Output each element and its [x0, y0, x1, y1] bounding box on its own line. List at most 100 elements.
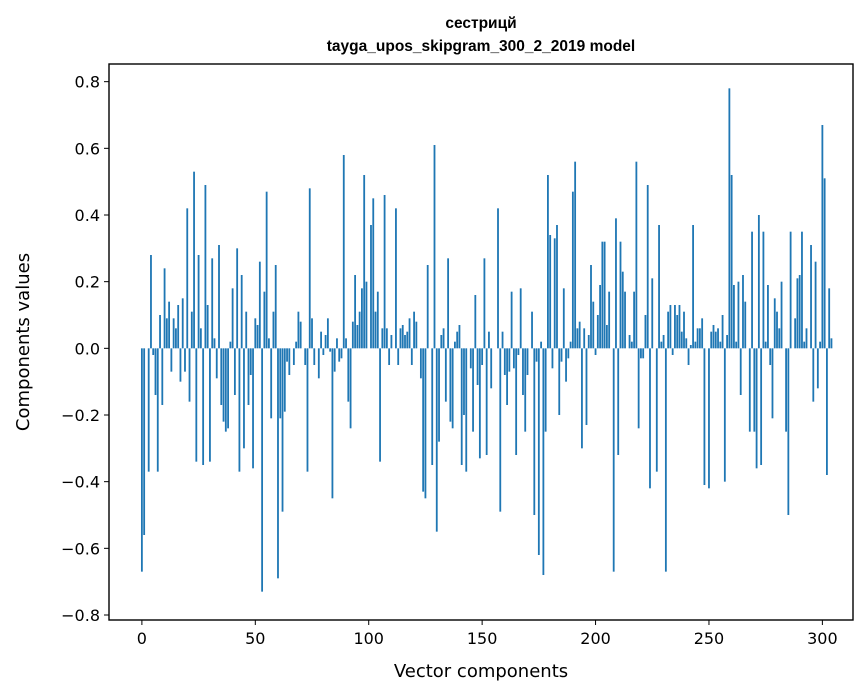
bar-36 — [222, 348, 225, 422]
bar-73 — [306, 348, 309, 472]
bar-204 — [603, 241, 606, 349]
bar-10 — [163, 268, 166, 349]
bar-43 — [238, 348, 241, 472]
bar-194 — [581, 348, 583, 449]
bar-93 — [351, 321, 354, 349]
bar-235 — [674, 305, 676, 349]
bar-39 — [229, 341, 232, 349]
bar-178 — [544, 348, 547, 432]
bar-275 — [764, 341, 767, 349]
y-tick-label: −0.4 — [61, 473, 100, 492]
bar-231 — [664, 348, 667, 572]
bar-32 — [213, 338, 216, 349]
bar-16 — [177, 305, 180, 349]
bar-1 — [143, 348, 146, 535]
bar-269 — [751, 231, 753, 349]
bar-108 — [385, 328, 388, 349]
bar-213 — [624, 291, 626, 349]
bar-187 — [565, 348, 567, 382]
bar-270 — [753, 348, 756, 432]
bar-188 — [567, 348, 570, 359]
bar-200 — [594, 348, 597, 355]
bar-209 — [615, 218, 617, 349]
bar-103 — [374, 311, 377, 349]
bar-86 — [336, 338, 338, 349]
bar-110 — [390, 335, 393, 349]
bar-281 — [778, 328, 781, 349]
bar-210 — [617, 348, 620, 455]
bar-31 — [211, 258, 214, 349]
bar-23 — [193, 171, 195, 349]
bar-99 — [365, 281, 368, 349]
bar-282 — [780, 281, 783, 349]
bar-13 — [170, 348, 173, 372]
bar-256 — [721, 315, 724, 349]
bar-109 — [388, 348, 391, 365]
bar-30 — [209, 348, 211, 462]
bar-107 — [383, 195, 386, 349]
bar-44 — [240, 275, 243, 349]
bar-197 — [587, 335, 590, 349]
bar-265 — [742, 275, 744, 349]
bar-205 — [605, 325, 608, 349]
bar-273 — [760, 348, 763, 465]
bar-227 — [655, 348, 658, 472]
bar-230 — [662, 335, 665, 349]
bar-148 — [476, 348, 479, 385]
bar-60 — [277, 348, 279, 579]
bar-179 — [547, 175, 549, 349]
bar-92 — [349, 348, 352, 429]
bar-221 — [642, 348, 645, 359]
bar-236 — [676, 315, 679, 349]
bar-130 — [435, 348, 438, 532]
bar-172 — [531, 311, 533, 349]
bar-147 — [474, 295, 477, 349]
bar-106 — [381, 328, 384, 349]
bar-253 — [714, 331, 717, 349]
bar-293 — [805, 328, 808, 349]
bar-4 — [150, 255, 152, 349]
bar-208 — [612, 348, 615, 572]
bar-96 — [358, 311, 361, 349]
bar-126 — [426, 265, 429, 349]
bar-94 — [354, 275, 357, 349]
bar-176 — [540, 341, 543, 349]
bar-167 — [519, 288, 522, 349]
bar-145 — [469, 348, 472, 369]
bar-266 — [744, 301, 747, 349]
bar-288 — [794, 318, 797, 349]
bar-257 — [723, 348, 726, 482]
bar-138 — [454, 341, 456, 349]
bar-38 — [227, 348, 229, 429]
bar-246 — [698, 328, 701, 349]
bar-259 — [728, 88, 731, 349]
bar-196 — [585, 348, 588, 425]
bar-182 — [553, 238, 556, 349]
y-axis-ticks: −0.8 −0.6 −0.4 −0.2 0.0 0.2 0.4 0.6 0.8 — [61, 73, 109, 625]
bar-68 — [295, 341, 298, 349]
bar-20 — [186, 208, 189, 349]
bar-88 — [340, 348, 343, 359]
x-axis-label: Vector components — [394, 661, 568, 682]
x-tick-label: 300 — [807, 629, 838, 648]
x-tick-label: 50 — [245, 629, 265, 648]
bar-264 — [739, 348, 742, 395]
bar-276 — [767, 285, 769, 349]
bar-191 — [574, 161, 577, 349]
bar-217 — [633, 291, 636, 349]
bar-146 — [472, 348, 474, 432]
bar-115 — [401, 325, 404, 349]
bar-278 — [771, 348, 774, 419]
bar-160 — [503, 348, 506, 375]
y-tick-label: 0.8 — [75, 73, 100, 92]
bar-51 — [256, 325, 259, 349]
bar-90 — [345, 338, 347, 349]
bar-83 — [329, 348, 332, 352]
bar-119 — [410, 348, 413, 365]
bar-113 — [397, 348, 400, 365]
bar-223 — [646, 185, 649, 349]
bar-279 — [773, 298, 776, 349]
bar-9 — [161, 348, 164, 405]
bar-180 — [549, 235, 552, 349]
